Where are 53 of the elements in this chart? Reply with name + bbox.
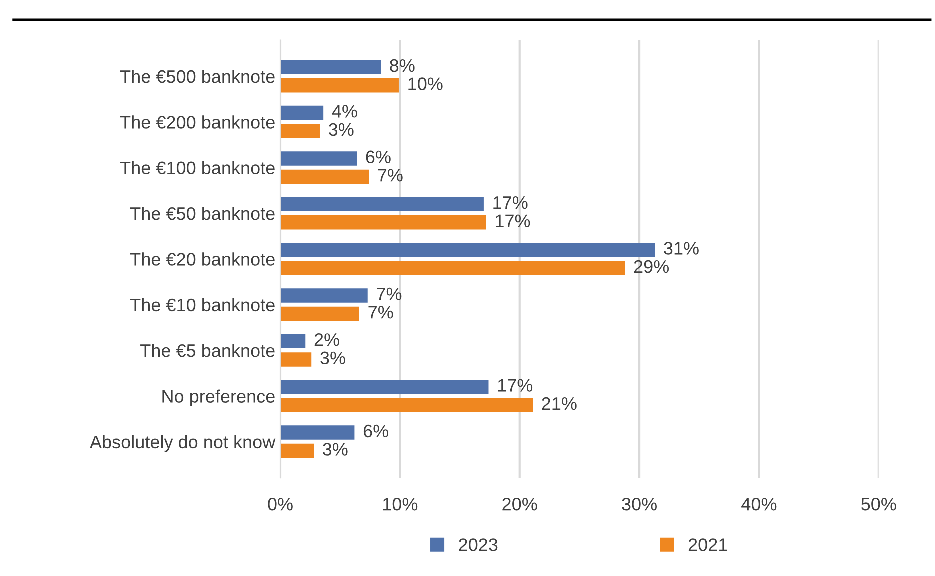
data-label: 3% [320, 352, 346, 365]
x-tick-label: 10% [383, 498, 418, 511]
bar [280, 426, 355, 440]
y-tick-label: The €5 banknote [140, 344, 275, 358]
x-tick-label: 20% [502, 498, 538, 511]
x-tick-label: 40% [742, 498, 777, 511]
data-label: 2% [314, 333, 340, 346]
data-label: 17% [494, 196, 528, 210]
data-label: 8% [390, 59, 415, 72]
data-label: 21% [542, 397, 577, 410]
y-tick-label: The €100 banknote [120, 161, 275, 175]
y-tick-label: The €10 banknote [130, 298, 275, 312]
data-label: 3% [323, 443, 348, 456]
bar [280, 106, 324, 120]
bar [280, 78, 399, 93]
bar [280, 306, 360, 322]
x-tick-label: 50% [862, 498, 896, 511]
y-tick-label: No preference [162, 390, 275, 407]
data-label: 17% [496, 214, 530, 228]
y-tick-label: The €20 banknote [130, 252, 275, 266]
bar [280, 334, 306, 349]
data-label: 3% [329, 123, 354, 136]
y-tick-label: The €50 banknote [130, 206, 275, 220]
bar [280, 216, 486, 230]
bar [280, 170, 370, 184]
bar [280, 352, 312, 367]
data-label: 7% [368, 306, 394, 319]
bar [280, 242, 656, 258]
bar [280, 152, 358, 166]
data-label: 6% [364, 424, 388, 438]
data-label: 7% [378, 169, 403, 182]
data-label: 29% [634, 260, 670, 274]
y-tick-label: Absolutely do not know [90, 435, 276, 452]
bar [280, 261, 626, 276]
data-label: 17% [498, 379, 533, 392]
bar [280, 60, 382, 74]
y-tick-label: The €200 banknote [120, 116, 275, 129]
legend-label: 2021 [688, 538, 728, 552]
bar [280, 288, 368, 303]
data-label: 4% [332, 105, 358, 118]
data-label: 7% [377, 288, 402, 301]
data-label: 6% [366, 150, 391, 164]
bar [280, 197, 484, 212]
bar [280, 124, 320, 138]
y-tick-label: The €500 banknote [120, 70, 275, 84]
x-tick-label: 30% [622, 498, 657, 511]
data-label: 31% [664, 242, 699, 255]
bar [280, 380, 489, 394]
bar [280, 398, 534, 412]
x-tick-label: 0% [268, 498, 293, 511]
bar [280, 444, 314, 458]
data-label: 10% [408, 78, 443, 90]
legend-label: 2023 [459, 538, 498, 552]
